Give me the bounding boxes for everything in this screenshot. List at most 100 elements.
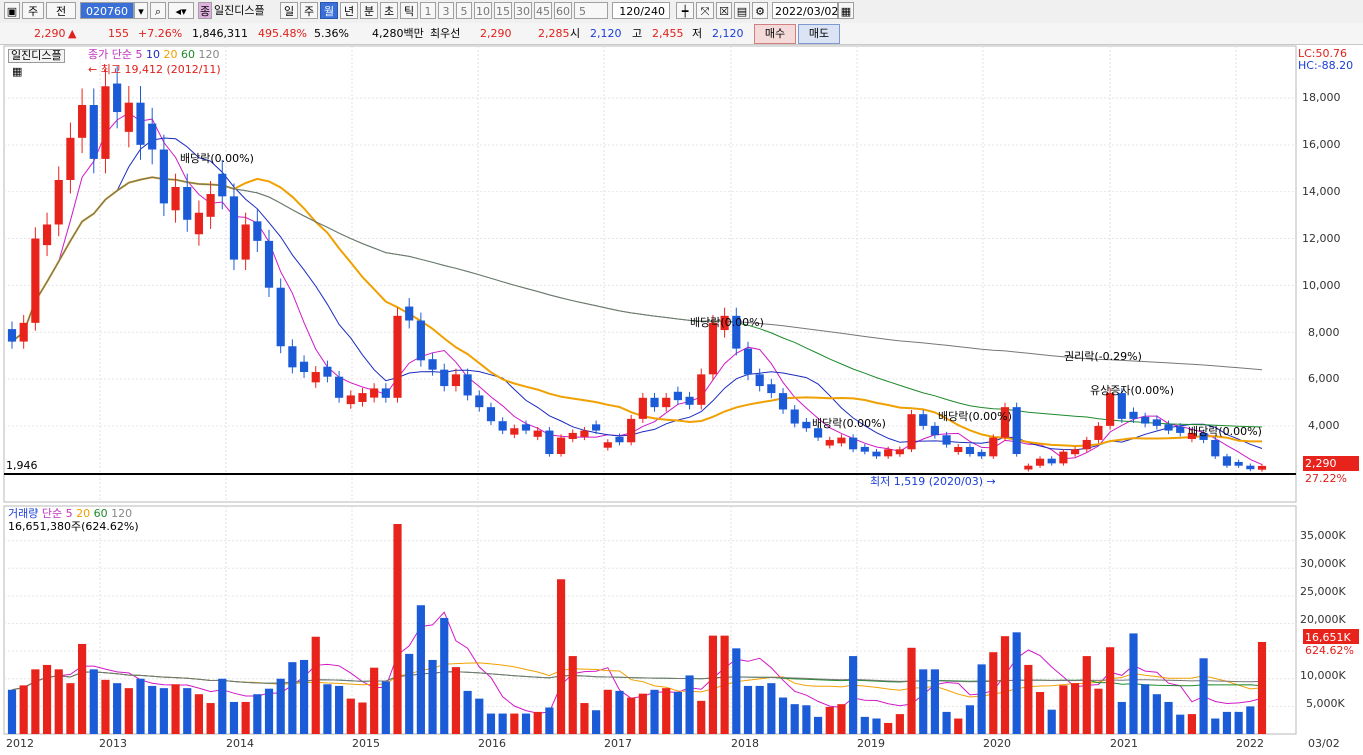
max-price-annotation: ← 최고 19,412 (2012/11) xyxy=(88,63,221,76)
volume-bar xyxy=(720,635,729,734)
chart-toolbar: ▣ 주 전 020760 ▾ ⌕ ◂▾ 종 일진디스플 일 주 월 년 분 초 … xyxy=(0,0,1363,24)
vol-tick-20000: 20,000K xyxy=(1300,613,1346,626)
volume-info: 16,651,380주(624.62%) xyxy=(8,520,139,533)
volume-bar xyxy=(253,694,262,734)
volume-bar xyxy=(42,664,52,734)
volume-bar xyxy=(1047,709,1056,734)
draw-tool-icon[interactable]: ⤧ xyxy=(696,2,714,19)
calendar-icon[interactable]: ▦ xyxy=(838,2,854,19)
volume-bar xyxy=(218,678,227,734)
volume-bar xyxy=(136,678,145,734)
chart-type-icon[interactable]: ▣ xyxy=(4,2,20,19)
rights-label: 권리락(-0.29%) xyxy=(1064,350,1142,363)
volume-bar xyxy=(942,711,951,734)
volume-bar xyxy=(802,705,811,734)
candle-body xyxy=(463,374,472,396)
tab-day[interactable]: 일 xyxy=(280,2,298,19)
y-tick-10000: 10,000 xyxy=(1302,279,1341,292)
gear-icon[interactable]: ⚙ xyxy=(752,2,768,19)
price-volume-chart[interactable] xyxy=(0,44,1363,755)
interval-45[interactable]: 45 xyxy=(534,2,552,19)
volume-bar xyxy=(498,713,507,734)
volume-bar xyxy=(778,697,788,734)
candle-body xyxy=(1047,458,1056,464)
volume-bar xyxy=(19,685,28,734)
tab-week[interactable]: 주 xyxy=(300,2,318,19)
volume-bar xyxy=(954,718,963,734)
candle-icon[interactable]: ┿ xyxy=(676,2,694,19)
candle-body xyxy=(989,437,998,457)
volume-bar xyxy=(1106,647,1115,734)
volume-bar xyxy=(1024,664,1033,734)
tab-year[interactable]: 년 xyxy=(340,2,358,19)
volume-bar xyxy=(755,685,764,734)
legend-vol-ma20: 20 xyxy=(76,507,91,520)
search-icon[interactable]: ⌕ xyxy=(150,2,166,19)
candle-body xyxy=(346,395,355,405)
candle-body xyxy=(1035,458,1045,466)
sound-icon[interactable]: ◂▾ xyxy=(168,2,194,19)
candle-body xyxy=(78,105,87,138)
candle-body xyxy=(825,439,834,446)
stock-code-input[interactable]: 020760 xyxy=(80,2,134,19)
volume-bar xyxy=(31,669,40,734)
interval-1[interactable]: 1 xyxy=(420,2,436,19)
sell-button[interactable]: 매도 xyxy=(798,24,840,44)
prev-button[interactable]: 전 xyxy=(46,2,76,19)
volume-bar xyxy=(615,690,624,734)
candle-body xyxy=(299,361,309,373)
panel-settings-icon[interactable]: ▦ xyxy=(12,65,23,78)
volume-legend[interactable]: 거래량 단순 5 20 60 120 xyxy=(8,508,132,520)
price-legend[interactable]: 종가 단순 5 10 20 60 120 xyxy=(88,49,219,61)
tab-month[interactable]: 월 xyxy=(320,2,338,19)
volume-bar xyxy=(825,706,834,734)
volume-bar xyxy=(1234,711,1243,734)
volume-bar xyxy=(638,693,647,734)
volume-bar xyxy=(299,659,309,734)
interval-60[interactable]: 60 xyxy=(554,2,572,19)
tab-second[interactable]: 초 xyxy=(380,2,398,19)
candle-body xyxy=(381,388,390,398)
volume-bar xyxy=(171,684,180,734)
interval-select[interactable]: 5 xyxy=(574,2,608,19)
volume-bar xyxy=(521,713,531,734)
current-price-tag: 2,290 xyxy=(1305,457,1337,470)
candle-body xyxy=(113,83,122,113)
tab-minute[interactable]: 분 xyxy=(360,2,378,19)
candle-body xyxy=(685,396,694,405)
volume-bar xyxy=(463,690,472,734)
interval-3[interactable]: 3 xyxy=(438,2,454,19)
volume-bar xyxy=(381,681,390,734)
volume-bar xyxy=(545,707,554,734)
change-percent: +7.26% xyxy=(138,27,183,40)
period-week-select[interactable]: 주 xyxy=(22,2,44,19)
buy-button[interactable]: 매수 xyxy=(754,24,796,44)
candle-body xyxy=(977,451,986,457)
interval-5[interactable]: 5 xyxy=(456,2,472,19)
candle-body xyxy=(253,221,262,241)
candle-body xyxy=(1234,461,1243,466)
x-tick-current: 03/02 xyxy=(1308,737,1340,750)
volume-bar xyxy=(1141,684,1150,734)
candle-body xyxy=(872,451,881,457)
save-icon[interactable]: ▤ xyxy=(734,2,750,19)
code-dropdown-icon[interactable]: ▾ xyxy=(134,2,148,19)
interval-30[interactable]: 30 xyxy=(514,2,532,19)
candle-body xyxy=(159,149,168,204)
bar-count-input[interactable]: 120/240 xyxy=(612,2,670,19)
candle-body xyxy=(884,449,893,457)
candle-body xyxy=(697,374,706,405)
volume-bar xyxy=(393,524,402,734)
x-tick-2018: 2018 xyxy=(731,737,759,750)
interval-10[interactable]: 10 xyxy=(474,2,492,19)
ask-price: 2,290 xyxy=(480,27,512,40)
candle-body xyxy=(837,437,846,444)
date-input[interactable]: 2022/03/02 xyxy=(772,2,838,19)
tab-tick[interactable]: 틱 xyxy=(400,2,418,19)
interval-15[interactable]: 15 xyxy=(494,2,512,19)
checkbox-icon[interactable]: ☒ xyxy=(716,2,732,19)
candle-body xyxy=(720,315,729,331)
volume-bar xyxy=(346,698,355,734)
legend-close-simple: 종가 단순 xyxy=(88,48,132,61)
volume-bar xyxy=(54,669,63,734)
